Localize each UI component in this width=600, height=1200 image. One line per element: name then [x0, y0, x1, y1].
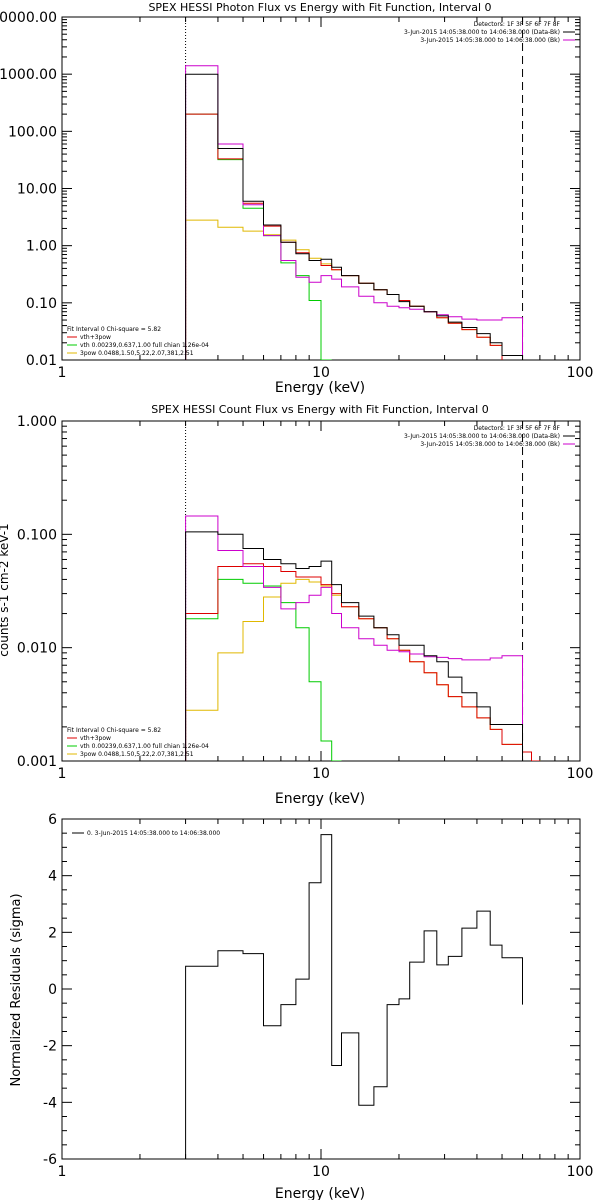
- photon-flux-legend-top-entry: 3-Jun-2015 14:05:38.000 to 14:06:38.000 …: [420, 37, 560, 44]
- count-flux-ytick-label: 0.010: [17, 641, 57, 657]
- photon-flux-series-data-bk: [185, 73, 523, 360]
- count-flux-panel: SPEX HESSI Count Flux vs Energy with Fit…: [0, 403, 593, 807]
- photon-flux-title: SPEX HESSI Photon Flux vs Energy with Fi…: [148, 1, 491, 14]
- photon-flux-series-vth-3pow: [185, 113, 503, 360]
- photon-flux-xtick-label: 10: [312, 365, 330, 381]
- residuals-ytick-label: 2: [48, 925, 57, 941]
- count-flux-xtick-label: 10: [312, 766, 330, 782]
- residuals-panel: Energy (keV) Normalized Residuals (sigma…: [9, 812, 593, 1200]
- count-flux-ytick-label: 0.100: [17, 527, 57, 543]
- residuals-ylabel: Normalized Residuals (sigma): [9, 893, 24, 1086]
- count-flux-ytick-label: 0.001: [17, 754, 57, 770]
- residuals-ytick-label: -6: [43, 1152, 57, 1168]
- count-flux-legend-bottom-entry: 3pow 0.0488,1.50,5.22,2.07,381,2.51: [80, 751, 194, 758]
- count-flux-legend-bottom-entry: vth 0.00239,0.637,1.00 full chian 1.26e-…: [80, 743, 209, 750]
- photon-flux-legend-top-entry: 3-Jun-2015 14:05:38.000 to 14:06:38.000 …: [404, 29, 560, 36]
- count-flux-legend-top-entry: 3-Jun-2015 14:05:38.000 to 14:06:38.000 …: [420, 441, 560, 448]
- count-flux-ylabel: counts s-1 cm-2 keV-1: [0, 523, 11, 656]
- residuals-xtick-label: 100: [567, 1164, 594, 1180]
- count-flux-axes: 1 10 100 1.000 0.100 0.010 0.001: [17, 414, 593, 782]
- photon-flux-plot-area: [185, 65, 523, 360]
- photon-flux-series-3pow: [185, 219, 523, 360]
- count-flux-title: SPEX HESSI Count Flux vs Energy with Fit…: [151, 403, 488, 416]
- count-flux-plot-area: [185, 515, 541, 761]
- residuals-ytick-label: 6: [48, 812, 57, 828]
- residuals-ytick-label: 4: [48, 869, 57, 885]
- count-flux-xtick-label: 100: [567, 766, 594, 782]
- residuals-plot-area: [185, 834, 523, 1159]
- residuals-xtick-label: 1: [58, 1164, 67, 1180]
- photon-flux-xtick-label: 1: [58, 365, 67, 381]
- photon-flux-series-vth: [185, 113, 332, 360]
- residuals-series-0-3-jun-2015-14-05-38-000-to-14-06-38-000: [185, 834, 523, 1159]
- residuals-xlabel: Energy (keV): [275, 1186, 365, 1200]
- count-flux-legend-bottom: Fit Interval 0 Chi-square = 5.82vth+3pow…: [67, 727, 209, 758]
- count-flux-series-bk: [185, 515, 523, 761]
- photon-flux-legend-bottom-entry: 3pow 0.0488,1.50,5.22,2.07,381,2.51: [80, 350, 194, 357]
- count-flux-legend-top-entry: 3-Jun-2015 14:05:38.000 to 14:06:38.000 …: [404, 433, 560, 440]
- photon-flux-panel: SPEX HESSI Photon Flux vs Energy with Fi…: [0, 1, 594, 396]
- photon-flux-legend-bottom-entry: vth 0.00239,0.637,1.00 full chian 1.26e-…: [80, 342, 209, 349]
- residuals-legend-top: 0. 3-Jun-2015 14:05:38.000 to 14:06:38.0…: [72, 830, 220, 837]
- count-flux-series-3pow: [185, 578, 541, 761]
- count-flux-series-data-bk: [185, 531, 523, 761]
- photon-flux-legend-top: Detectors: 1F 3F 5F 6F 7F 8F3-Jun-2015 1…: [404, 21, 575, 44]
- residuals-legend-entry: 0. 3-Jun-2015 14:05:38.000 to 14:06:38.0…: [87, 830, 220, 837]
- photon-flux-ytick-label: 0.10: [26, 296, 57, 312]
- photon-flux-legend-bottom-entry: vth+3pow: [80, 334, 111, 341]
- count-flux-legend-bottom-entry: Fit Interval 0 Chi-square = 5.82: [67, 727, 161, 734]
- count-flux-legend-top: Detectors: 1F 3F 5F 6F 7F 8F3-Jun-2015 1…: [404, 425, 575, 448]
- residuals-ytick-label: -4: [43, 1095, 57, 1111]
- photon-flux-legend-top-entry: Detectors: 1F 3F 5F 6F 7F 8F: [474, 21, 561, 28]
- photon-flux-xtick-label: 100: [567, 365, 594, 381]
- count-flux-legend-bottom-entry: vth+3pow: [80, 735, 111, 742]
- residuals-ytick-label: 0: [48, 982, 57, 998]
- photon-flux-legend-bottom-entry: Fit Interval 0 Chi-square = 5.82: [67, 326, 161, 333]
- count-flux-xtick-label: 1: [58, 766, 67, 782]
- photon-flux-ytick-label: 1000.00: [0, 67, 57, 83]
- count-flux-legend-top-entry: Detectors: 1F 3F 5F 6F 7F 8F: [474, 425, 561, 432]
- photon-flux-ytick-label: 1.00: [26, 239, 57, 255]
- count-flux-series-vth-3pow: [185, 563, 540, 761]
- photon-flux-ytick-label: 0.01: [26, 353, 57, 369]
- count-flux-xlabel: Energy (keV): [275, 791, 365, 807]
- photon-flux-ytick-label: 100.00: [8, 124, 57, 140]
- residuals-axes: 1 10 100 6 4 2 0 -2 -4 -6: [43, 812, 593, 1180]
- residuals-xtick-label: 10: [312, 1164, 330, 1180]
- residuals-ytick-label: -2: [43, 1039, 57, 1055]
- photon-flux-series-bk: [185, 65, 523, 360]
- photon-flux-legend-bottom: Fit Interval 0 Chi-square = 5.82vth+3pow…: [67, 326, 209, 357]
- photon-flux-ytick-label: 10.00: [17, 182, 57, 198]
- count-flux-ytick-label: 1.000: [17, 414, 57, 430]
- photon-flux-xlabel: Energy (keV): [275, 380, 365, 396]
